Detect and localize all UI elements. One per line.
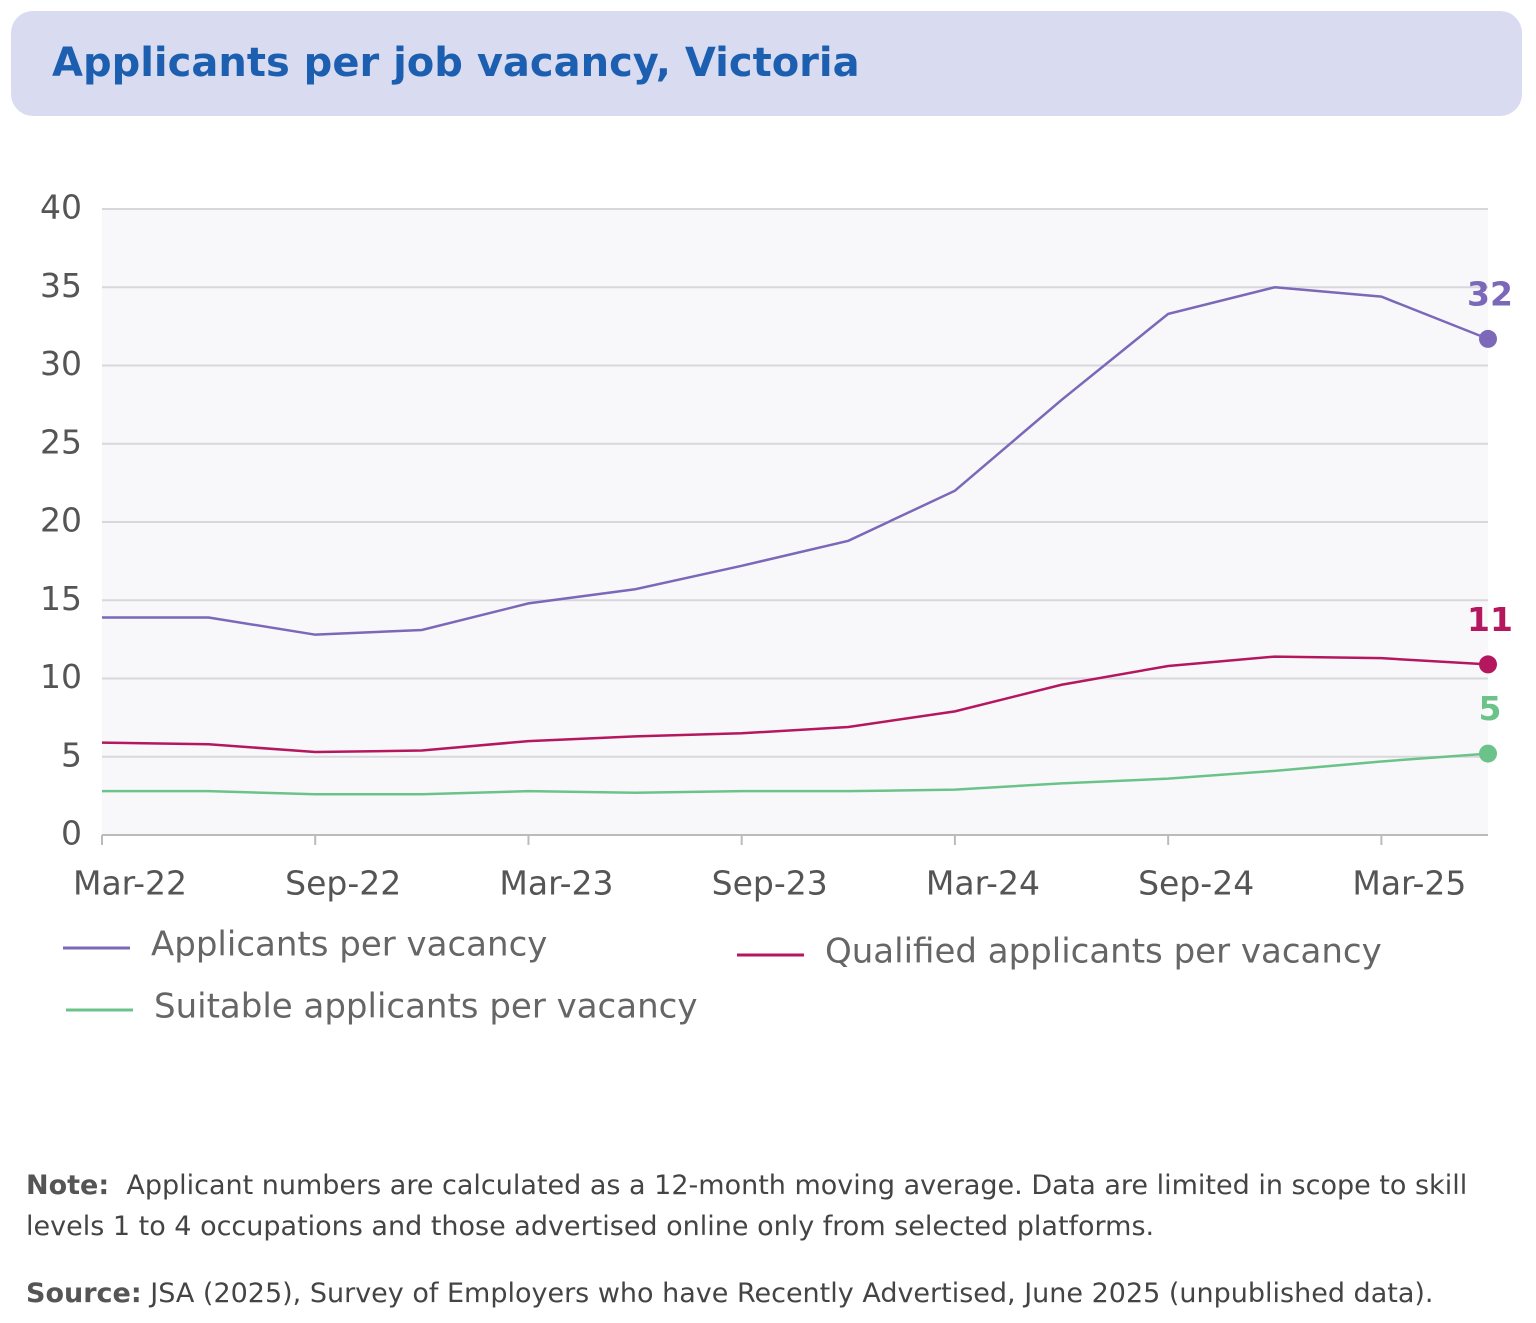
y-tick-label: 30 bbox=[40, 344, 82, 383]
y-tick-label: 10 bbox=[40, 657, 82, 696]
end-point bbox=[1479, 744, 1497, 763]
value-label: 5 bbox=[1479, 689, 1502, 728]
end-point bbox=[1479, 329, 1497, 348]
value-label: 11 bbox=[1467, 600, 1513, 639]
x-tick-label: Mar-25 bbox=[1352, 864, 1466, 903]
y-tick-label: 25 bbox=[40, 422, 82, 461]
series-line bbox=[102, 285, 1489, 636]
chart: Applicants per job vacancy, Victoria 0 5 1… bbox=[11, 11, 1522, 1027]
note-label: Note: bbox=[26, 1170, 110, 1201]
legend-label: Qualified applicants per vacancy bbox=[825, 932, 1382, 972]
x-tick-label: Sep-24 bbox=[1138, 864, 1254, 903]
value-label: 32 bbox=[1467, 274, 1513, 313]
series-line bbox=[101, 655, 1489, 754]
source: Source: JSA (2025), Survey of Employers … bbox=[26, 1273, 1496, 1314]
end-point bbox=[1479, 655, 1497, 674]
series-line bbox=[102, 752, 1489, 796]
x-tick-label: Mar-22 bbox=[73, 864, 187, 903]
source-label: Source: bbox=[26, 1278, 142, 1309]
y-tick-label: 20 bbox=[40, 501, 82, 540]
chart-title: Applicants per job vacancy, Victoria bbox=[52, 40, 860, 86]
legend-label: Suitable applicants per vacancy bbox=[154, 987, 697, 1027]
source-text: JSA (2025), Survey of Employers who have… bbox=[150, 1278, 1434, 1309]
x-tick-label: Mar-24 bbox=[926, 864, 1040, 903]
y-tick-label: 15 bbox=[40, 579, 82, 618]
legend-label: Applicants per vacancy bbox=[151, 925, 547, 965]
note-text: Applicant numbers are calculated as a 12… bbox=[26, 1170, 1468, 1242]
y-tick-label: 0 bbox=[61, 814, 82, 853]
y-tick-label: 5 bbox=[61, 735, 82, 774]
note: Note: Applicant numbers are calculated a… bbox=[26, 1165, 1496, 1247]
x-tick-label: Sep-22 bbox=[285, 864, 401, 903]
x-tick-label: Sep-23 bbox=[712, 864, 828, 903]
header-box bbox=[11, 11, 1522, 116]
y-tick-label: 35 bbox=[40, 266, 82, 305]
x-tick-label: Mar-23 bbox=[499, 864, 613, 903]
y-tick-label: 40 bbox=[40, 188, 82, 227]
